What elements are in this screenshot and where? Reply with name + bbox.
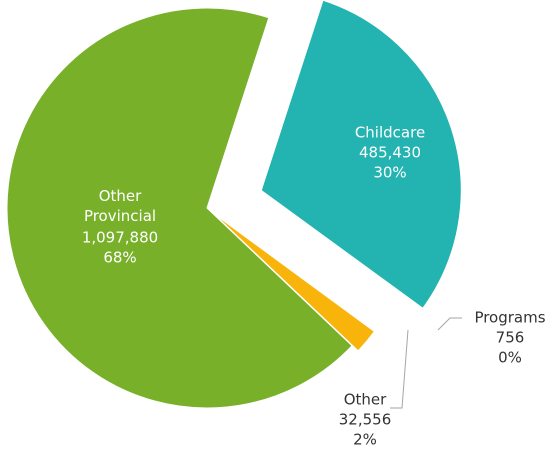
value-label: 1,097,880 <box>82 229 158 247</box>
slice-label: Programs <box>474 309 545 327</box>
slice-label-line: Provincial <box>84 207 156 225</box>
pie-slice <box>212 212 376 352</box>
slice-label: Other <box>344 391 387 409</box>
percent-label: 0% <box>498 349 522 367</box>
slice-label-line: Other <box>99 187 142 205</box>
percent-label: 30% <box>373 164 406 182</box>
pie-slice <box>260 0 462 309</box>
value-label: 756 <box>496 329 525 347</box>
slice-label: Other Provincial <box>84 187 156 225</box>
pie-slice <box>6 7 353 409</box>
leader-line <box>437 317 462 331</box>
value-label: 32,556 <box>339 411 392 429</box>
percent-label: 68% <box>103 249 136 267</box>
slices <box>6 0 462 409</box>
leader-line <box>390 329 409 409</box>
percent-label: 2% <box>353 431 377 449</box>
pie-slice <box>213 212 376 332</box>
slice-label: Childcare <box>355 124 425 142</box>
value-label: 485,430 <box>359 144 421 162</box>
